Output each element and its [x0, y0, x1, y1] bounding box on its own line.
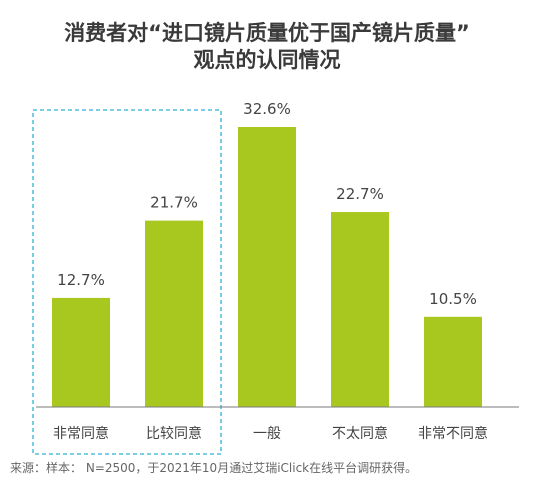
category-label-3: 一般 [253, 426, 281, 442]
chart-title-line-1: 消费者对“进口镜片质量优于国产镜片质量” [64, 21, 470, 45]
value-label-4: 22.7% [336, 185, 384, 203]
bar-5 [424, 316, 482, 407]
value-label-1: 12.7% [57, 271, 105, 289]
category-labels-group: 非常同意 比较同意 一般 不太同意 非常不同意 [53, 425, 488, 442]
category-label-1: 非常同意 [53, 425, 109, 442]
agree-highlight-box [32, 109, 222, 455]
bar-3 [238, 127, 296, 407]
value-labels-group: 12.7% 21.7% 32.6% 22.7% 10.5% [57, 100, 477, 308]
category-label-5: 非常不同意 [418, 425, 488, 442]
bar-1 [52, 297, 110, 407]
category-label-4: 不太同意 [332, 425, 388, 442]
source-note: 来源：样本： N=2500，于2021年10月通过艾瑞iClick在线平台调研获… [10, 461, 418, 475]
bar-4 [331, 212, 389, 407]
value-label-3: 32.6% [243, 100, 291, 118]
bar-2 [145, 220, 203, 407]
category-label-2: 比较同意 [146, 425, 202, 442]
value-label-2: 21.7% [150, 194, 198, 212]
chart-title-line-2: 观点的认同情况 [193, 48, 341, 72]
bars-group [52, 127, 482, 407]
value-label-5: 10.5% [429, 290, 477, 308]
